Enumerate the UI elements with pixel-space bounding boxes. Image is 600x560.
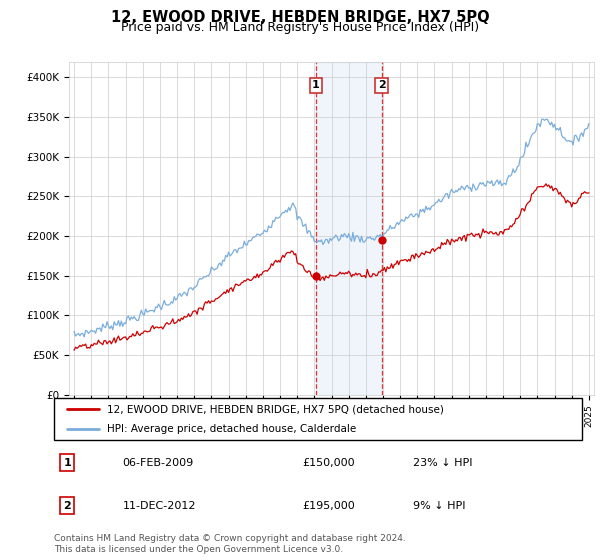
Text: £195,000: £195,000	[302, 501, 355, 511]
Text: 11-DEC-2012: 11-DEC-2012	[122, 501, 196, 511]
Text: HPI: Average price, detached house, Calderdale: HPI: Average price, detached house, Cald…	[107, 424, 356, 434]
Text: 2: 2	[64, 501, 71, 511]
Bar	[316, 62, 382, 395]
Text: 12, EWOOD DRIVE, HEBDEN BRIDGE, HX7 5PQ (detached house): 12, EWOOD DRIVE, HEBDEN BRIDGE, HX7 5PQ …	[107, 404, 443, 414]
Text: 9% ↓ HPI: 9% ↓ HPI	[413, 501, 466, 511]
Text: 06-FEB-2009: 06-FEB-2009	[122, 458, 194, 468]
Text: 12, EWOOD DRIVE, HEBDEN BRIDGE, HX7 5PQ: 12, EWOOD DRIVE, HEBDEN BRIDGE, HX7 5PQ	[110, 10, 490, 25]
Text: 2: 2	[378, 81, 385, 90]
Text: Contains HM Land Registry data © Crown copyright and database right 2024.
This d: Contains HM Land Registry data © Crown c…	[54, 534, 406, 554]
Text: 23% ↓ HPI: 23% ↓ HPI	[413, 458, 473, 468]
Text: £150,000: £150,000	[302, 458, 355, 468]
Text: Price paid vs. HM Land Registry's House Price Index (HPI): Price paid vs. HM Land Registry's House …	[121, 21, 479, 34]
Text: 1: 1	[64, 458, 71, 468]
Text: 1: 1	[312, 81, 320, 90]
